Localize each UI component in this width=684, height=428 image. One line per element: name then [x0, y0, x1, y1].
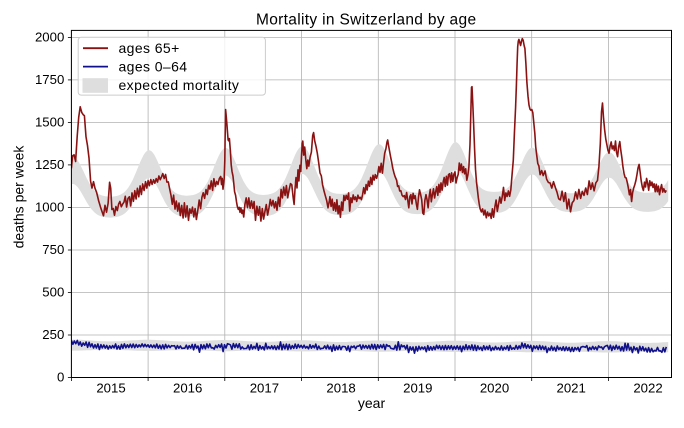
svg-text:2000: 2000 [35, 29, 64, 44]
svg-text:2018: 2018 [326, 381, 355, 396]
svg-text:500: 500 [42, 285, 64, 300]
svg-text:year: year [358, 395, 386, 411]
svg-text:Mortality in Switzerland by ag: Mortality in Switzerland by age [256, 12, 476, 29]
svg-text:0: 0 [57, 370, 64, 385]
svg-text:expected mortality: expected mortality [119, 77, 240, 93]
svg-text:1500: 1500 [35, 114, 64, 129]
svg-text:ages 0–64: ages 0–64 [119, 58, 188, 74]
svg-text:750: 750 [42, 242, 64, 257]
svg-text:2015: 2015 [96, 381, 125, 396]
svg-text:2016: 2016 [173, 381, 202, 396]
svg-text:2022: 2022 [633, 381, 662, 396]
svg-text:250: 250 [42, 327, 64, 342]
svg-text:2021: 2021 [557, 381, 586, 396]
svg-text:2019: 2019 [403, 381, 432, 396]
svg-text:2020: 2020 [480, 381, 509, 396]
svg-text:ages 65+: ages 65+ [119, 40, 180, 56]
svg-text:2017: 2017 [250, 381, 279, 396]
svg-text:1250: 1250 [35, 157, 64, 172]
svg-text:deaths per week: deaths per week [11, 145, 27, 249]
svg-text:1000: 1000 [35, 199, 64, 214]
svg-text:1750: 1750 [35, 72, 64, 87]
